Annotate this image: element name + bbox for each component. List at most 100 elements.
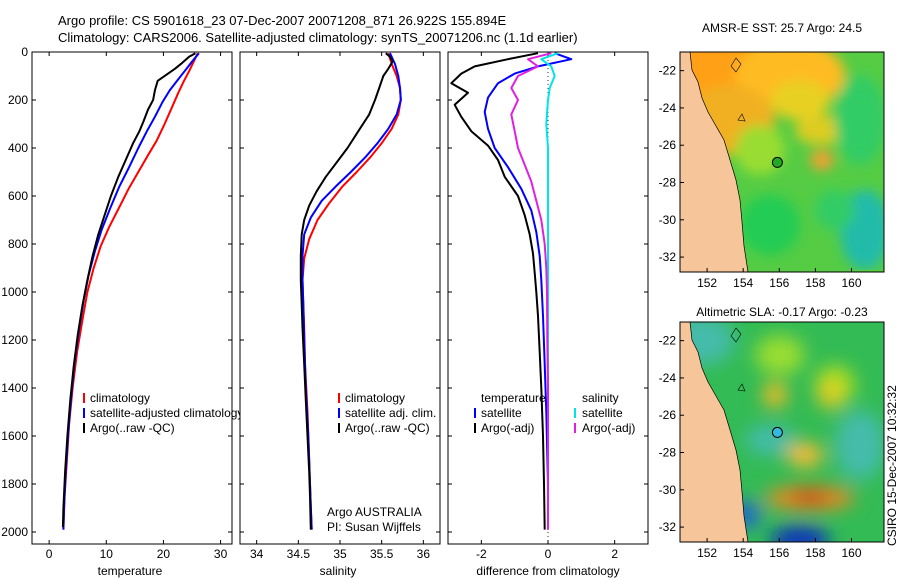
map-longitude-label: 152 <box>697 276 717 290</box>
argo-program-annotation: Argo AUSTRALIA <box>327 505 422 519</box>
difference-profile-lines <box>450 52 573 530</box>
footer-vertical-stamp: CSIRO 15-Dec-2007 10:32:32 <box>885 385 899 546</box>
sla-map-title: Altimetric SLA: -0.17 Argo: -0.23 <box>696 305 868 319</box>
difference-legend-temperature: temperature satellite Argo(-adj) <box>474 391 546 435</box>
depth-tick-label: 1800 <box>1 477 28 491</box>
map-longitude-label: 156 <box>769 276 789 290</box>
map-latitude-label: -24 <box>659 101 677 115</box>
argo-raw-qc-line <box>61 52 196 528</box>
sla-argo-location-marker <box>771 426 783 438</box>
map-latitude-label: -24 <box>659 371 677 385</box>
depth-tick-label: 0 <box>21 45 28 59</box>
sst-coastal-contour <box>730 57 746 122</box>
difference-x-label: difference from climatology <box>476 564 619 578</box>
x-tick-label: 35 <box>333 547 347 561</box>
x-tick-label: 30 <box>214 547 228 561</box>
x-tick-label: 20 <box>157 547 171 561</box>
x-tick-label: 34.5 <box>287 547 311 561</box>
legend-label-satellite-salinity: satellite <box>582 406 623 420</box>
temperature-satellite-line <box>483 52 573 530</box>
temperature-legend: climatology satellite-adjusted climatolo… <box>83 391 243 435</box>
map-longitude-label: 154 <box>733 276 753 290</box>
sst-land-mass <box>680 52 749 272</box>
map-longitude-label: 158 <box>805 276 825 290</box>
sst-argo-location-marker <box>771 156 783 168</box>
x-tick-label: 35.5 <box>370 547 394 561</box>
x-tick-label: 34 <box>250 547 264 561</box>
sla-map-ticks: 152 154 156 158 160 -22 -24 -26 -28 -30 -32 <box>659 334 862 560</box>
sst-map-frame <box>679 51 885 273</box>
depth-axis-ticks: 0 200 400 600 800 1000 1200 1400 1600 1800 2000 <box>1 45 232 539</box>
temperature-panel: 0 200 400 600 800 1000 1200 1400 1600 1800 2000 0 1… <box>1 45 243 578</box>
map-latitude-label: -28 <box>659 446 677 460</box>
map-latitude-label: -32 <box>659 250 677 264</box>
difference-y-ticks <box>448 51 648 533</box>
map-latitude-label: -26 <box>659 138 677 152</box>
salinity-argo-adj-line <box>510 52 552 530</box>
legend-label-argo: Argo(..raw -QC) <box>345 421 430 435</box>
salinity-axes-frame <box>239 51 441 545</box>
depth-tick-label: 1600 <box>1 429 28 443</box>
map-latitude-label: -30 <box>659 483 677 497</box>
salinity-y-ticks <box>240 51 440 533</box>
map-longitude-label: 152 <box>697 546 717 560</box>
temperature-x-label: temperature <box>98 564 163 578</box>
temperature-argo-adj-line <box>450 52 546 530</box>
map-latitude-label: -28 <box>659 176 677 190</box>
map-longitude-label: 160 <box>841 546 861 560</box>
map-latitude-label: -32 <box>659 520 677 534</box>
sst-map-panel: AMSR-E SST: 25.7 Argo: 24.5 152 154 156 158 <box>659 21 885 290</box>
map-longitude-label: 160 <box>841 276 861 290</box>
sst-map-title: AMSR-E SST: 25.7 Argo: 24.5 <box>702 21 862 35</box>
depth-tick-label: 1200 <box>1 333 28 347</box>
x-tick-label: 36 <box>417 547 431 561</box>
legend-heading-temperature: temperature <box>481 391 546 405</box>
x-tick-label: 10 <box>100 547 114 561</box>
depth-tick-label: 1400 <box>1 381 28 395</box>
legend-label-argo-salinity: Argo(-adj) <box>582 421 635 435</box>
figure-title-line-2: Climatology: CARS2006. Satellite-adjuste… <box>58 30 578 45</box>
map-latitude-label: -26 <box>659 408 677 422</box>
temperature-x-ticks: 0 10 20 30 <box>46 52 228 561</box>
depth-tick-label: 1000 <box>1 285 28 299</box>
sst-field-blobs <box>680 52 884 270</box>
figure-title-line-1: Argo profile: CS 5901618_23 07-Dec-2007 … <box>58 13 506 28</box>
legend-label-satellite-temperature: satellite <box>481 406 522 420</box>
difference-x-ticks: -2 0 2 <box>476 52 618 561</box>
depth-tick-label: 2000 <box>1 525 28 539</box>
legend-heading-salinity: salinity <box>582 391 619 405</box>
argo-raw-qc-line <box>299 52 394 530</box>
legend-label-argo: Argo(..raw -QC) <box>90 421 175 435</box>
salinity-legend: climatology satellite adj. clim. Argo(..… <box>338 391 436 435</box>
salinity-x-ticks: 34 34.5 35 35.5 36 <box>250 52 430 561</box>
legend-label-satellite-adjusted: satellite-adjusted climatology <box>90 406 243 420</box>
map-latitude-label: -30 <box>659 213 677 227</box>
sla-coastal-contour <box>730 327 746 392</box>
map-longitude-label: 158 <box>805 546 825 560</box>
difference-legend-salinity: salinity satellite Argo(-adj) <box>574 391 635 435</box>
map-latitude-label: -22 <box>659 334 677 348</box>
difference-panel: -2 0 2 difference from climatology tempera… <box>447 51 649 578</box>
map-longitude-label: 156 <box>769 546 789 560</box>
temperature-axes-frame <box>31 51 233 545</box>
map-latitude-label: -22 <box>659 64 677 78</box>
legend-label-satellite-adj: satellite adj. clim. <box>345 406 436 420</box>
salinity-panel: 34 34.5 35 35.5 36 salinity climatology sate… <box>239 51 441 578</box>
depth-tick-label: 200 <box>8 93 28 107</box>
x-tick-label: 2 <box>611 547 618 561</box>
sla-land-mass <box>680 322 749 542</box>
x-tick-label: 0 <box>545 547 552 561</box>
sla-map-frame <box>679 321 885 543</box>
depth-tick-label: 800 <box>8 237 28 251</box>
salinity-profile-lines <box>299 52 402 530</box>
legend-label-climatology: climatology <box>345 391 405 405</box>
salinity-x-label: salinity <box>320 564 357 578</box>
x-tick-label: 0 <box>46 547 53 561</box>
depth-tick-label: 600 <box>8 189 28 203</box>
depth-tick-label: 400 <box>8 141 28 155</box>
legend-label-argo-temperature: Argo(-adj) <box>481 421 534 435</box>
x-tick-label: -2 <box>476 547 487 561</box>
sla-map-panel: Altimetric SLA: -0.17 Argo: -0.23 <box>659 305 885 560</box>
map-longitude-label: 154 <box>733 546 753 560</box>
